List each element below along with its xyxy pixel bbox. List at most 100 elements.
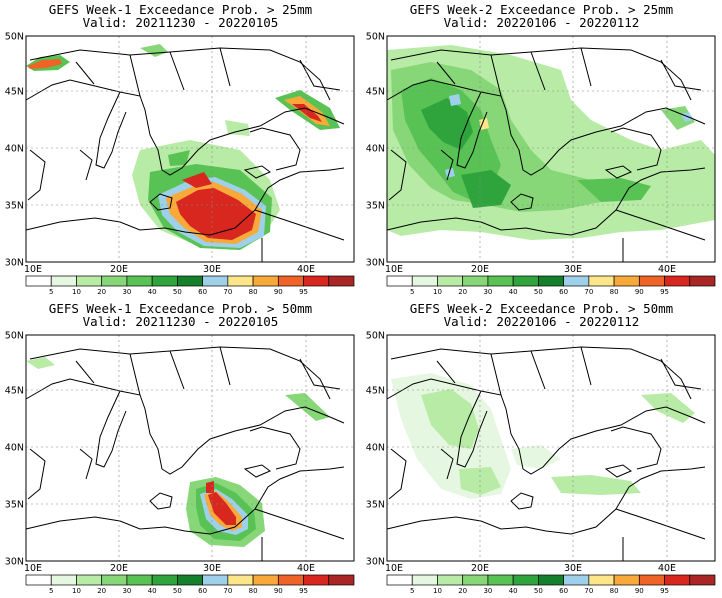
- colorbar-label: 30: [483, 587, 492, 595]
- colorbar-label: 40: [148, 288, 157, 296]
- latitude-label: 40N: [366, 144, 385, 155]
- colorbar-label: 5: [49, 587, 53, 595]
- map-frame: [386, 334, 716, 562]
- latitude-label: 40N: [5, 144, 24, 155]
- colorbar: 5 10 20 30 40 50 60 70 80 90 95: [25, 275, 355, 296]
- colorbar-swatch: [101, 574, 128, 586]
- longitude-label: 20E: [471, 563, 489, 574]
- longitude-label: 20E: [110, 264, 128, 275]
- colorbar-swatch: [462, 574, 489, 586]
- probability-shading: [391, 373, 695, 499]
- coastlines-and-borders: [386, 47, 706, 262]
- panel-title: GEFS Week-2 Exceedance Prob. > 25mm: [409, 2, 674, 17]
- colorbar-swatch: [437, 574, 464, 586]
- colorbar-swatch: [277, 574, 304, 586]
- coastlines-and-borders: [25, 346, 345, 561]
- latitude-label: 35N: [5, 201, 24, 212]
- colorbar-swatch: [328, 574, 355, 586]
- colorbar-swatch: [126, 275, 153, 287]
- colorbar-label: 80: [610, 288, 619, 296]
- colorbar-label: 80: [610, 587, 619, 595]
- colorbar-label: 70: [584, 288, 593, 296]
- colorbar-label: 40: [509, 288, 518, 296]
- colorbar-swatch: [538, 275, 564, 287]
- latitude-label: 50N: [366, 32, 385, 43]
- coastlines-and-borders: [25, 47, 345, 262]
- longitude-label: 20E: [471, 264, 489, 275]
- latitude-label: 35N: [5, 500, 24, 511]
- longitude-labels: 10E 20E 30E 40E: [24, 264, 315, 275]
- map-panel-week1-50mm: 50N 45N 40N 35N 30N 10E 20E 30E 40E 5 10 20 30 40 50…: [0, 299, 361, 598]
- panel-title: GEFS Week-1 Exceedance Prob. > 25mm: [48, 2, 313, 17]
- colorbar-swatch: [437, 275, 464, 287]
- colorbar-swatch: [328, 275, 355, 287]
- colorbar-swatch: [277, 275, 304, 287]
- colorbar-swatch: [411, 275, 438, 287]
- colorbar-swatch: [638, 574, 665, 586]
- colorbar-label: 90: [274, 288, 283, 296]
- colorbar-swatch: [303, 275, 330, 287]
- colorbar-swatch: [487, 574, 514, 586]
- map-figure: 50N 45N 40N 35N 30N 10E 20E 30E 40E 5 10 20 30 40 50…: [5, 32, 355, 296]
- colorbar-swatch: [50, 275, 77, 287]
- colorbar-swatch: [664, 574, 691, 586]
- colorbar-swatch: [588, 275, 615, 287]
- colorbar-swatch: [177, 574, 203, 586]
- latitude-label: 40N: [5, 443, 24, 454]
- colorbar-swatch: [202, 275, 229, 287]
- colorbar-swatch: [613, 275, 640, 287]
- colorbar-label: 80: [249, 288, 258, 296]
- map-figure: 50N 45N 40N 35N 30N 10E 20E 30E 40E 5 10 20 30 40 50…: [366, 32, 716, 296]
- colorbar-swatch: [563, 275, 590, 287]
- colorbar-swatch: [689, 275, 716, 287]
- latitude-label: 30N: [5, 557, 24, 568]
- colorbar: 5 10 20 30 40 50 60 70 80 90 95: [25, 574, 355, 595]
- colorbar-swatch: [25, 574, 52, 586]
- colorbar-label: 30: [122, 587, 131, 595]
- colorbar-swatch: [462, 275, 489, 287]
- colorbar-label: 50: [534, 288, 543, 296]
- colorbar-swatch: [664, 275, 691, 287]
- longitude-label: 30E: [203, 563, 221, 574]
- longitude-label: 40E: [297, 264, 315, 275]
- colorbar-label: 30: [122, 288, 131, 296]
- colorbar-swatch: [202, 574, 229, 586]
- colorbar-swatch: [538, 574, 564, 586]
- probability-shading: [26, 357, 330, 547]
- latitude-label: 50N: [5, 331, 24, 342]
- longitude-label: 10E: [385, 563, 403, 574]
- colorbar-swatch: [227, 275, 254, 287]
- valid-dates: Valid: 20211230 - 20220105: [82, 15, 279, 30]
- longitude-labels: 10E 20E 30E 40E: [385, 264, 676, 275]
- longitude-label: 30E: [564, 563, 582, 574]
- probability-shading: [26, 44, 340, 250]
- longitude-labels: 10E 20E 30E 40E: [24, 563, 315, 574]
- colorbar-label: 70: [223, 288, 232, 296]
- colorbar-swatch: [252, 275, 279, 287]
- colorbar-swatch: [151, 275, 178, 287]
- map-figure: 50N 45N 40N 35N 30N 10E 20E 30E 40E 5 10 20 30 40 50…: [366, 331, 716, 595]
- longitude-label: 30E: [203, 264, 221, 275]
- longitude-label: 20E: [110, 563, 128, 574]
- colorbar-label: 20: [97, 587, 106, 595]
- colorbar-label: 5: [410, 587, 414, 595]
- map-frame: [25, 334, 355, 562]
- latitude-labels: 50N 45N 40N 35N 30N: [5, 331, 24, 568]
- colorbar-swatch: [563, 574, 590, 586]
- colorbar-label: 10: [72, 288, 81, 296]
- colorbar-label: 10: [72, 587, 81, 595]
- colorbar-swatch: [177, 275, 203, 287]
- latitude-label: 50N: [366, 331, 385, 342]
- colorbar-label: 40: [148, 587, 157, 595]
- map-figure: 50N 45N 40N 35N 30N 10E 20E 30E 40E 5 10 20 30 40 50…: [5, 331, 355, 595]
- latitude-label: 30N: [366, 258, 385, 269]
- colorbar-swatch: [588, 574, 615, 586]
- colorbar-label: 20: [458, 288, 467, 296]
- colorbar-label: 90: [274, 587, 283, 595]
- colorbar-label: 60: [198, 587, 207, 595]
- latitude-label: 50N: [5, 32, 24, 43]
- colorbar: 5 10 20 30 40 50 60 70 80 90 95: [386, 275, 716, 296]
- colorbar-label: 95: [299, 288, 308, 296]
- latitude-label: 45N: [366, 386, 385, 397]
- colorbar-swatch: [613, 574, 640, 586]
